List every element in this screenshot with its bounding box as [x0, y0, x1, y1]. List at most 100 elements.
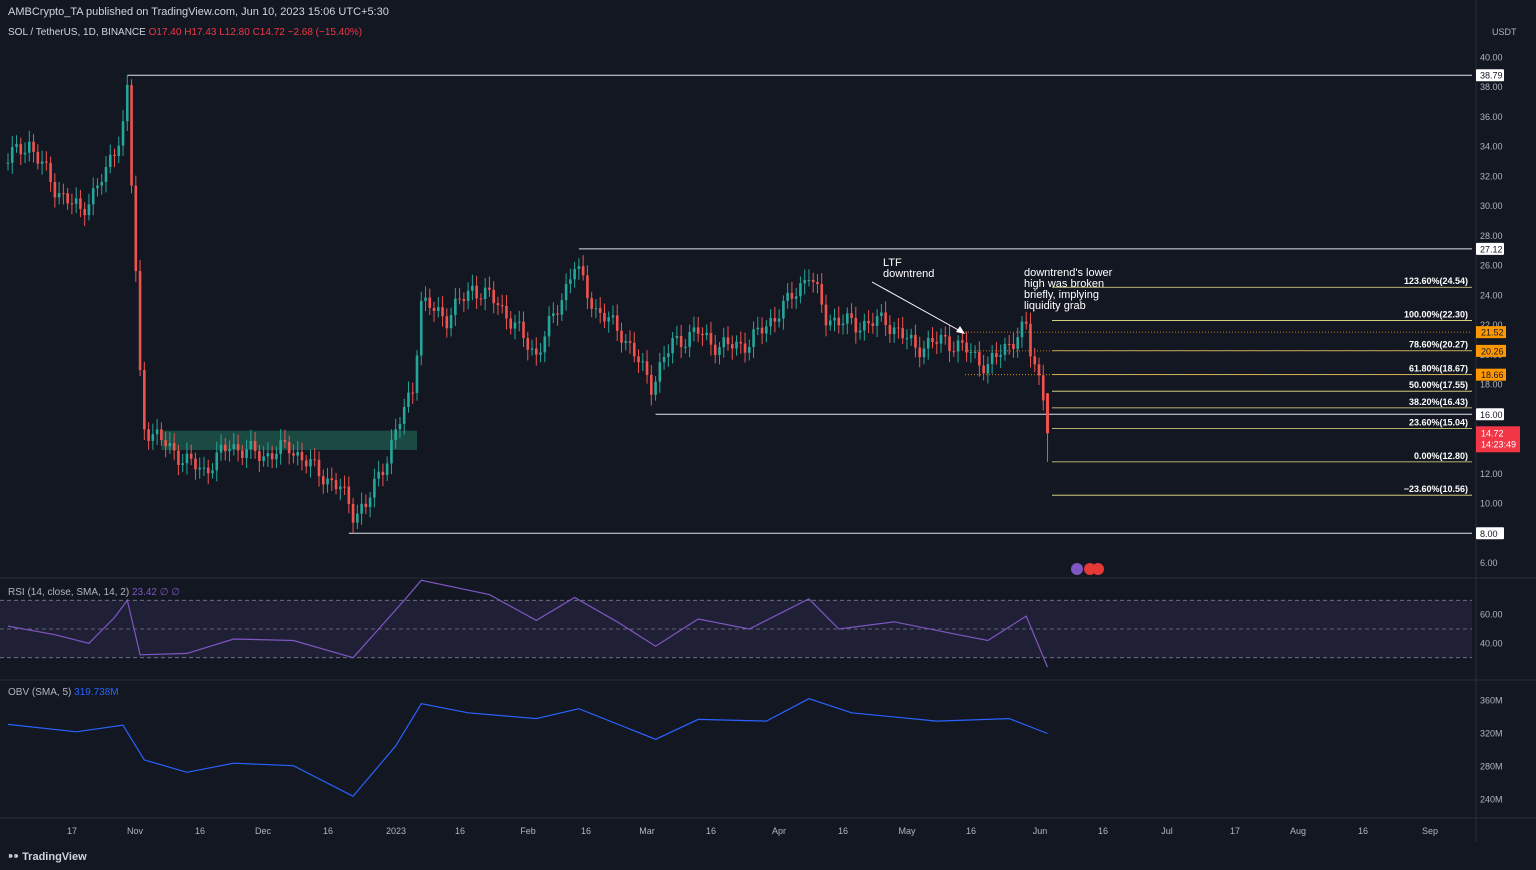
time-tick-label: 16: [966, 826, 976, 836]
candle-body: [530, 348, 534, 350]
candle-body: [40, 161, 44, 164]
candle-body: [419, 300, 423, 356]
price-tick-label: 24.00: [1480, 290, 1503, 300]
candle-body: [952, 351, 956, 353]
candle-body: [57, 193, 61, 198]
candle-body: [986, 364, 990, 374]
candle-body: [743, 343, 747, 353]
candle-body: [641, 361, 645, 363]
candle-body: [475, 285, 478, 299]
candle-body: [10, 147, 14, 163]
candle-body: [948, 336, 951, 352]
candle-body: [198, 467, 202, 470]
candle-body: [454, 298, 457, 316]
candle-body: [228, 449, 231, 452]
symbol-name[interactable]: SOL / TetherUS, 1D, BINANCE: [8, 27, 146, 38]
candle-body: [973, 351, 977, 353]
candle-body: [569, 279, 572, 284]
candle-body: [402, 406, 406, 424]
time-tick-label: 16: [323, 826, 333, 836]
candle-body: [539, 352, 542, 355]
candle-body: [543, 336, 547, 353]
candle-body: [223, 444, 227, 452]
tradingview-brand: TradingView: [22, 851, 87, 863]
candle-body: [560, 300, 564, 315]
time-tick-label: Apr: [772, 826, 786, 836]
candle-body: [283, 440, 287, 442]
candle-body: [594, 308, 598, 310]
candle-body: [718, 347, 721, 356]
candle-body: [83, 208, 86, 216]
price-tick-label: 26.00: [1480, 261, 1503, 271]
price-tick-label: 36.00: [1480, 112, 1503, 122]
candle-body: [696, 327, 700, 334]
time-tick-label: Sep: [1422, 826, 1438, 836]
candle-body: [888, 325, 892, 335]
candle-body: [49, 162, 52, 182]
candle-body: [705, 332, 708, 336]
obv-legend[interactable]: OBV (SMA, 5) 319.738M: [8, 687, 119, 698]
candle-body: [909, 334, 913, 339]
candle-body: [377, 471, 380, 479]
time-tick-label: 17: [1230, 826, 1240, 836]
candle-body: [547, 316, 551, 337]
candle-body: [219, 444, 223, 453]
candle-body: [654, 381, 657, 395]
candle-body: [394, 429, 397, 440]
candle-body: [799, 283, 802, 297]
candle-body: [522, 321, 525, 339]
price-tick-label: 32.00: [1480, 171, 1503, 181]
candle-body: [671, 338, 674, 354]
candle-body: [91, 188, 95, 205]
candle-body: [564, 283, 568, 301]
last-price-badge: [1476, 426, 1520, 453]
candle-body: [364, 503, 368, 508]
tradingview-logo[interactable]: ⁍⁍ TradingView: [8, 850, 87, 863]
candle-body: [1024, 321, 1028, 324]
price-tick-label: 12.00: [1480, 469, 1503, 479]
candle-body: [330, 478, 334, 481]
candle-body: [961, 340, 964, 343]
candle-body: [445, 316, 449, 329]
rsi-legend-value: 23.42 ∅ ∅: [131, 587, 180, 598]
price-marker-badge: [1476, 368, 1506, 381]
level-label: 27.12: [1480, 244, 1503, 254]
candle-body: [782, 300, 785, 319]
tradingview-logo-icon: ⁍⁍: [8, 851, 19, 863]
candle-body: [347, 486, 351, 505]
candle-body: [1007, 343, 1011, 345]
candle-body: [343, 486, 346, 488]
candle-body: [270, 453, 274, 460]
candle-body: [321, 476, 325, 485]
candle-body: [6, 162, 10, 164]
price-tick-label: 18.00: [1480, 380, 1503, 390]
rsi-legend[interactable]: RSI (14, close, SMA, 14, 2) 23.42 ∅ ∅: [8, 587, 180, 598]
candle-body: [19, 144, 23, 155]
candle-body: [117, 145, 121, 156]
fib-level-label: 123.60%(24.54): [1404, 276, 1468, 286]
candle-body: [982, 365, 985, 374]
candle-body: [70, 203, 74, 205]
last-price-countdown: 14:23:49: [1481, 439, 1516, 449]
candle-body: [177, 450, 180, 465]
price-tick-label: 10.00: [1480, 499, 1503, 509]
candle-body: [258, 451, 261, 461]
fib-level-label: 100.00%(22.30): [1404, 310, 1468, 320]
time-tick-label: 16: [1358, 826, 1368, 836]
candle-body: [232, 444, 236, 450]
candle-body: [773, 318, 777, 322]
candle-body: [466, 290, 470, 302]
time-tick-label: 16: [455, 826, 465, 836]
candle-body: [709, 332, 713, 345]
fib-level-label: 23.60%(15.04): [1409, 418, 1468, 428]
obv-legend-name: OBV (SMA, 5): [8, 687, 72, 698]
candle-body: [824, 304, 828, 326]
publisher-header: AMBCrypto_TA published on TradingView.co…: [8, 6, 389, 18]
candle-body: [279, 440, 282, 454]
candle-body: [194, 458, 197, 470]
time-tick-label: Mar: [639, 826, 655, 836]
price-marker-badge: [1476, 326, 1506, 339]
candle-body: [777, 318, 781, 322]
time-tick-label: Jun: [1033, 826, 1048, 836]
